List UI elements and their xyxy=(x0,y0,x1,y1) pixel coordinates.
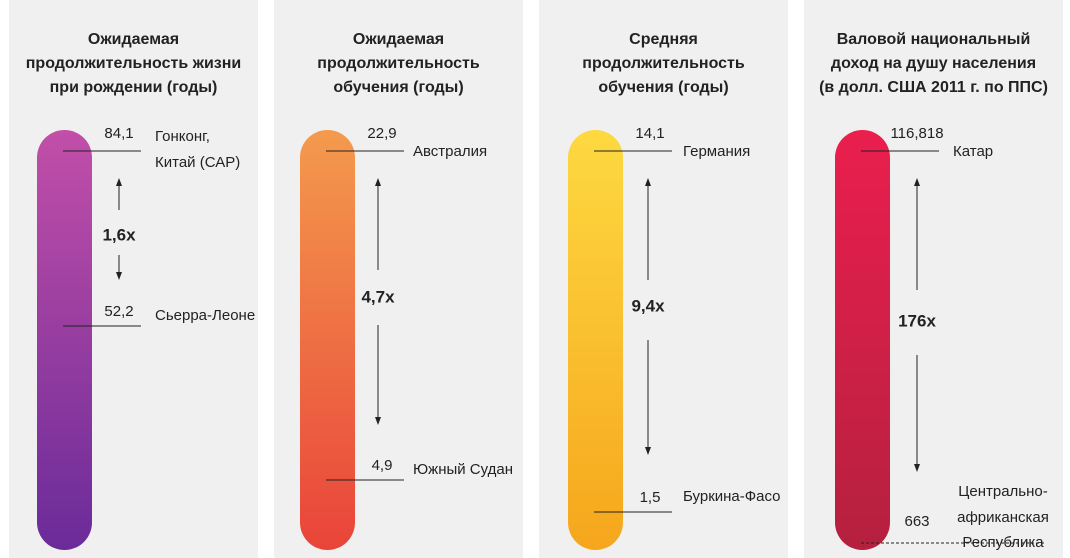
top-value: 116,818 xyxy=(890,125,943,142)
panel-title: (в долл. США 2011 г. по ППС) xyxy=(819,79,1048,96)
ratio: 9,4x xyxy=(631,296,665,315)
panel-title: Ожидаемая xyxy=(88,31,179,48)
bar xyxy=(568,130,623,550)
panel-title: Валовой национальный xyxy=(837,31,1031,48)
bar xyxy=(37,130,92,550)
ratio: 176x xyxy=(898,311,936,330)
panel-title: доход на душу населения xyxy=(831,55,1036,72)
top-value: 84,1 xyxy=(104,125,133,142)
panel-title: при рождении (годы) xyxy=(50,79,218,96)
top-country: Катар xyxy=(953,143,993,160)
bottom-country: африканская xyxy=(957,509,1049,526)
bar xyxy=(300,130,355,550)
bar xyxy=(835,130,890,550)
bottom-value: 663 xyxy=(904,513,929,530)
top-country: Германия xyxy=(683,143,750,160)
panel-title: обучения (годы) xyxy=(333,79,463,96)
bottom-value: 4,9 xyxy=(372,457,393,474)
bottom-value: 1,5 xyxy=(640,489,661,506)
bottom-country: Центрально- xyxy=(958,483,1047,500)
bottom-country: Сьерра-Леоне xyxy=(155,307,255,324)
panel-title: продолжительность xyxy=(317,55,480,72)
ratio: 4,7x xyxy=(361,287,395,306)
top-country: Австралия xyxy=(413,143,487,160)
top-value: 14,1 xyxy=(635,125,664,142)
bottom-country: Республика xyxy=(962,534,1044,551)
panel-title: Ожидаемая xyxy=(353,31,444,48)
panel-title: продолжительность жизни xyxy=(26,55,241,72)
panel-title: обучения (годы) xyxy=(598,79,728,96)
panel-title: Средняя xyxy=(629,31,698,48)
top-country: Гонконг, xyxy=(155,128,210,145)
bottom-country: Южный Судан xyxy=(413,461,513,478)
top-country: Китай (САР) xyxy=(155,154,240,171)
ratio: 1,6x xyxy=(102,225,136,244)
panel-title: продолжительность xyxy=(582,55,745,72)
bottom-country: Буркина-Фасо xyxy=(683,488,781,505)
bottom-value: 52,2 xyxy=(104,303,133,320)
top-value: 22,9 xyxy=(367,125,396,142)
